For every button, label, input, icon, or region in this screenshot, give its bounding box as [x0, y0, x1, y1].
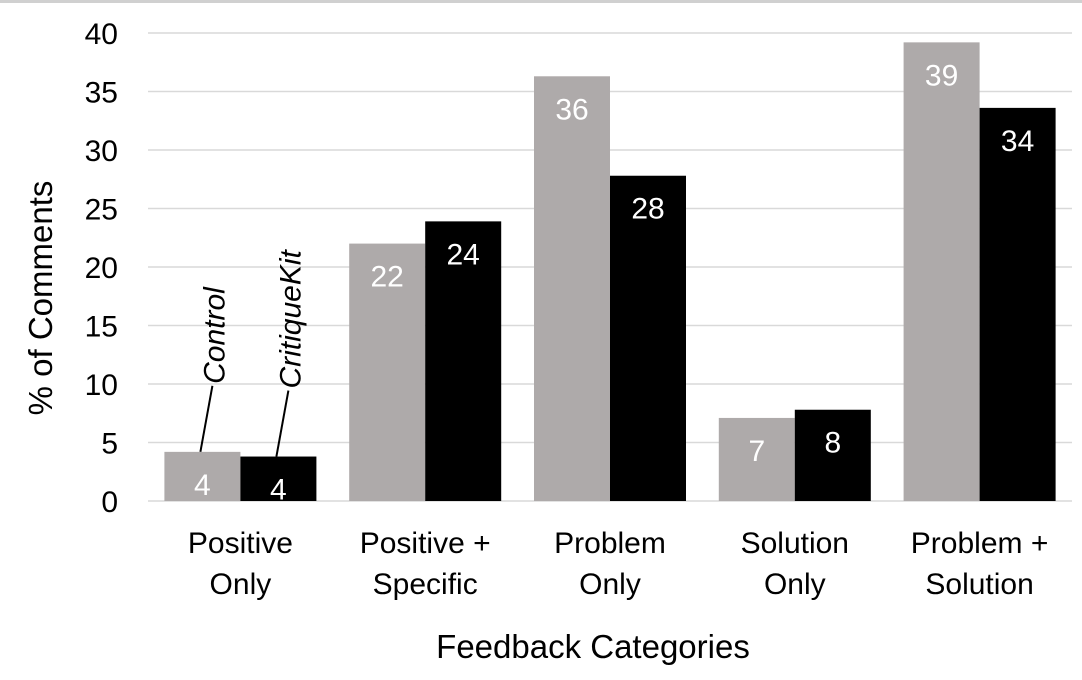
bars — [164, 42, 1056, 502]
bar-data-label: 39 — [925, 59, 958, 92]
x-tick-label: Positive — [188, 527, 293, 560]
bar-data-label: 34 — [1001, 125, 1034, 158]
bar-control-0 — [164, 451, 241, 501]
x-tick-label: Problem — [554, 527, 666, 560]
bar-data-label: 4 — [194, 469, 211, 502]
bar-data-label: 7 — [748, 435, 765, 468]
bar-critiquekit-2 — [610, 175, 686, 502]
series-annotation-control: Control — [198, 286, 231, 384]
annotation-leader-line — [199, 385, 214, 453]
bar-data-label: 36 — [555, 93, 588, 126]
x-axis-ticks: Positive Only Positive + Specific Problem Onl… — [188, 527, 1049, 601]
bar-data-label: 8 — [824, 427, 841, 460]
y-tick-label: 5 — [101, 428, 118, 461]
bar-data-label: 4 — [270, 474, 287, 507]
y-tick-label: 10 — [85, 369, 118, 402]
y-tick-label: 0 — [101, 486, 118, 519]
y-tick-label: 25 — [85, 194, 118, 227]
y-tick-label: 15 — [85, 311, 118, 344]
x-tick-label: Solution — [741, 527, 849, 560]
bar-data-label: 24 — [447, 238, 480, 271]
y-axis-ticks: 0 5 10 15 20 25 30 35 40 — [85, 18, 118, 519]
bar-control-3 — [718, 417, 795, 501]
x-tick-label: Only — [579, 568, 641, 601]
series-annotation-critiquekit: CritiqueKit — [274, 248, 307, 388]
bar-data-label: 28 — [631, 193, 664, 226]
x-axis-title: Feedback Categories — [436, 628, 750, 665]
y-tick-label: 35 — [85, 77, 118, 110]
bar-control-1 — [349, 243, 426, 501]
x-tick-label: Only — [210, 568, 272, 601]
series-annotations: Control CritiqueKit — [198, 248, 307, 457]
bar-control-4 — [903, 42, 980, 502]
bar-critiquekit-3 — [794, 409, 871, 501]
x-tick-label: Positive + — [360, 527, 491, 560]
bar-critiquekit-4 — [979, 107, 1056, 501]
y-tick-label: 40 — [85, 18, 118, 51]
x-tick-label: Problem + — [911, 527, 1049, 560]
bar-critiquekit-0 — [240, 456, 317, 501]
annotation-leader-line — [275, 390, 290, 457]
y-axis-title: % of Comments — [22, 181, 59, 416]
x-tick-label: Only — [764, 568, 826, 601]
y-tick-label: 30 — [85, 135, 118, 168]
y-tick-label: 20 — [85, 252, 118, 285]
bar-data-labels: 4 4 22 24 36 28 7 8 39 34 — [194, 59, 1034, 506]
bar-data-label: 22 — [371, 261, 404, 294]
x-tick-label: Solution — [925, 568, 1033, 601]
x-tick-label: Specific — [373, 568, 478, 601]
bar-control-2 — [534, 76, 610, 501]
bar-critiquekit-1 — [425, 221, 502, 501]
